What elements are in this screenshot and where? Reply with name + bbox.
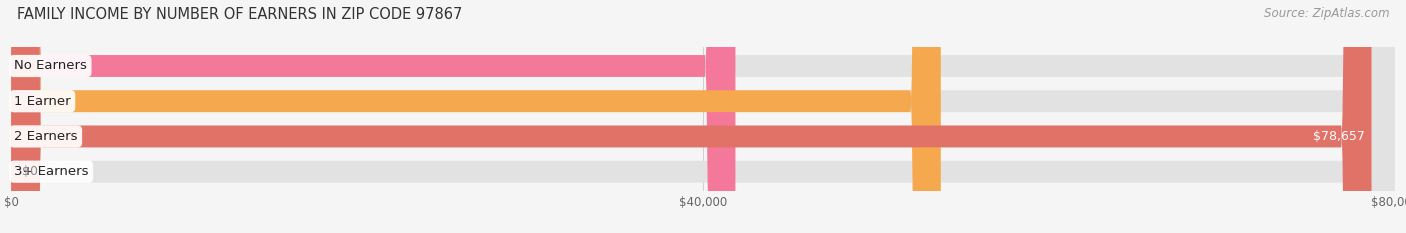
Text: FAMILY INCOME BY NUMBER OF EARNERS IN ZIP CODE 97867: FAMILY INCOME BY NUMBER OF EARNERS IN ZI… [17, 7, 463, 22]
FancyBboxPatch shape [11, 0, 1395, 233]
Text: $41,875: $41,875 [676, 59, 728, 72]
FancyBboxPatch shape [11, 0, 1395, 233]
FancyBboxPatch shape [11, 0, 1395, 233]
Text: $53,750: $53,750 [882, 95, 934, 108]
FancyBboxPatch shape [11, 0, 735, 233]
FancyBboxPatch shape [11, 0, 1395, 233]
Text: 3+ Earners: 3+ Earners [14, 165, 89, 178]
FancyBboxPatch shape [11, 0, 941, 233]
Text: $0: $0 [22, 165, 38, 178]
Text: 2 Earners: 2 Earners [14, 130, 77, 143]
Text: 1 Earner: 1 Earner [14, 95, 70, 108]
Text: No Earners: No Earners [14, 59, 87, 72]
Text: $78,657: $78,657 [1313, 130, 1365, 143]
Text: Source: ZipAtlas.com: Source: ZipAtlas.com [1264, 7, 1389, 20]
FancyBboxPatch shape [11, 0, 1371, 233]
